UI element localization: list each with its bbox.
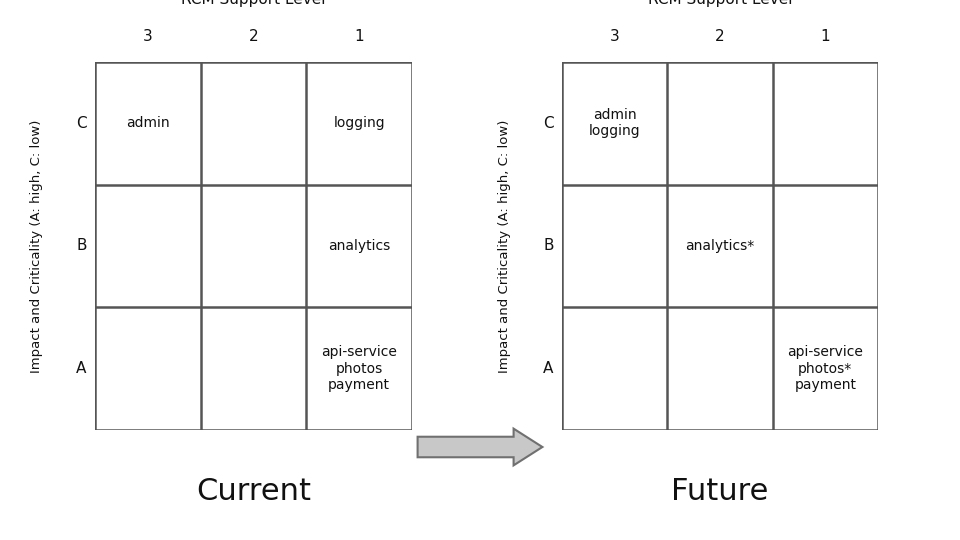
Text: C: C	[76, 116, 86, 131]
Text: 3: 3	[610, 29, 619, 44]
FancyArrow shape	[418, 429, 542, 465]
Text: A: A	[76, 361, 86, 376]
Text: api-service
photos
payment: api-service photos payment	[322, 346, 397, 392]
Text: logging: logging	[333, 116, 385, 130]
Text: analytics*: analytics*	[685, 239, 755, 253]
Text: RCM Support Level: RCM Support Level	[648, 0, 792, 7]
Text: 2: 2	[715, 29, 725, 44]
Text: Impact and Criticality (A: high, C: low): Impact and Criticality (A: high, C: low)	[497, 119, 511, 373]
Text: B: B	[76, 239, 86, 253]
Text: 1: 1	[821, 29, 830, 44]
Text: Impact and Criticality (A: high, C: low): Impact and Criticality (A: high, C: low)	[31, 119, 43, 373]
Text: RCM Support Level: RCM Support Level	[181, 0, 325, 7]
Text: 1: 1	[354, 29, 364, 44]
Text: Future: Future	[671, 477, 769, 507]
Text: C: C	[543, 116, 554, 131]
Text: 3: 3	[143, 29, 153, 44]
Text: Current: Current	[196, 477, 311, 507]
Text: A: A	[543, 361, 554, 376]
Text: B: B	[543, 239, 554, 253]
Text: api-service
photos*
payment: api-service photos* payment	[787, 346, 863, 392]
Text: admin
logging: admin logging	[588, 108, 640, 138]
Text: admin: admin	[126, 116, 170, 130]
Text: 2: 2	[249, 29, 258, 44]
Text: analytics: analytics	[328, 239, 391, 253]
